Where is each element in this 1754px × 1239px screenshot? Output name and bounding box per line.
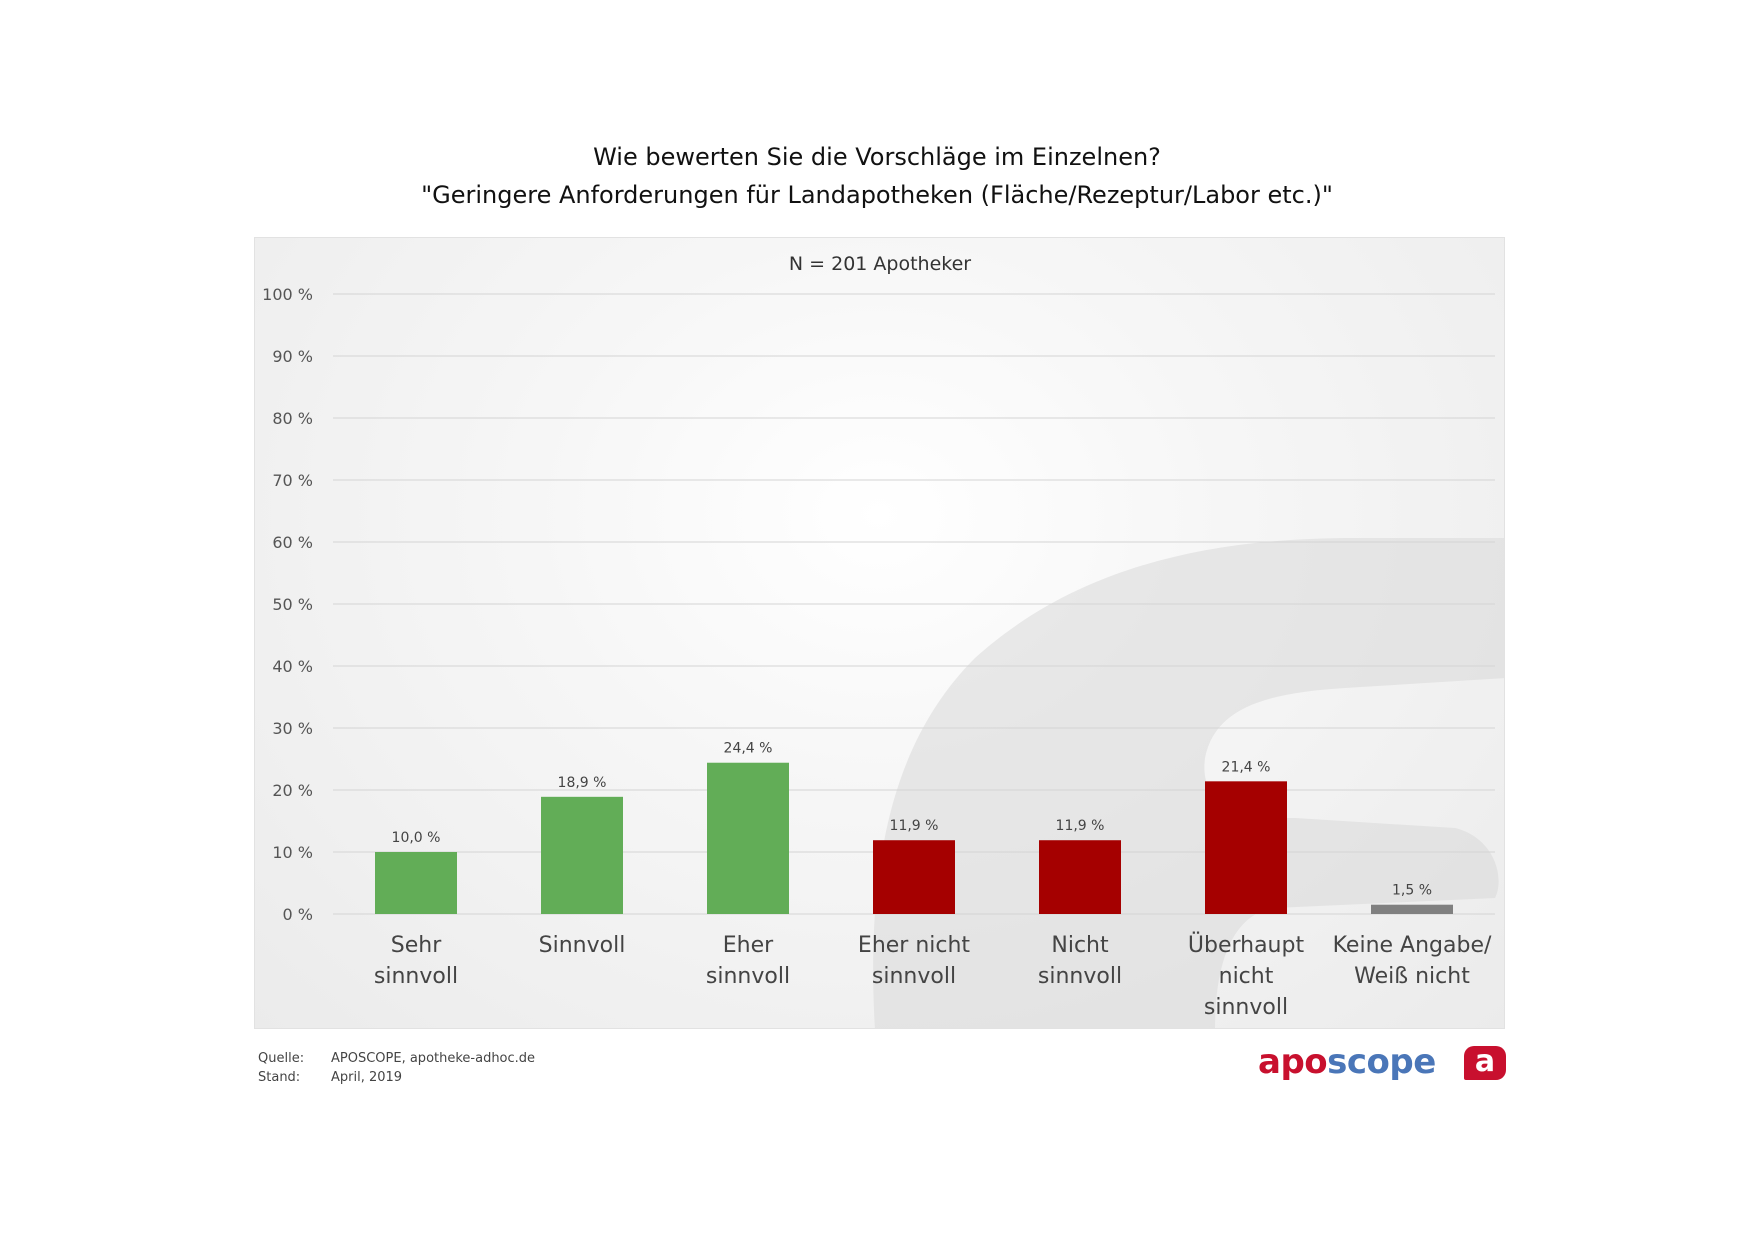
apotheke-adhoc-logo-icon: a <box>1464 1046 1506 1080</box>
bar-value-label: 21,4 % <box>1222 759 1271 775</box>
x-category-label: sinnvoll <box>374 964 458 989</box>
bar <box>873 840 955 914</box>
x-category-label: Sehr <box>391 933 442 958</box>
y-tick-label: 40 % <box>272 657 313 676</box>
x-category-label: Eher nicht <box>858 933 971 958</box>
y-tick-label: 70 % <box>272 471 313 490</box>
source-value: APOSCOPE, apotheke-adhoc.de <box>331 1051 536 1066</box>
bar <box>1205 781 1287 914</box>
date-value: April, 2019 <box>331 1070 403 1085</box>
bar <box>375 852 457 914</box>
bar-value-label: 11,9 % <box>1056 818 1105 834</box>
chart-title-line1: Wie bewerten Sie die Vorschläge im Einze… <box>593 143 1161 171</box>
logo-part-scope: scope <box>1327 1042 1436 1082</box>
x-category-label: sinnvoll <box>1204 995 1288 1020</box>
x-category-label: sinnvoll <box>706 964 790 989</box>
bar <box>1371 904 1453 914</box>
y-tick-label: 20 % <box>272 781 313 800</box>
x-category-label: nicht <box>1219 964 1274 989</box>
bar <box>1039 840 1121 914</box>
chart-subtitle: N = 201 Apotheker <box>789 253 971 275</box>
y-tick-label: 80 % <box>272 409 313 428</box>
bar <box>541 796 623 914</box>
x-category-label: sinnvoll <box>1038 964 1122 989</box>
y-tick-label: 0 % <box>283 905 313 924</box>
bar-value-label: 10,0 % <box>392 830 441 846</box>
chart-title-line2: "Geringere Anforderungen für Landapothek… <box>421 181 1333 209</box>
x-category-label: sinnvoll <box>872 964 956 989</box>
watermark-shape <box>873 538 1504 1028</box>
x-category-label: Sinnvoll <box>539 933 626 958</box>
aposcope-logo: aposcope <box>1258 1040 1436 1084</box>
bar <box>707 762 789 914</box>
bar-value-label: 1,5 % <box>1392 883 1432 899</box>
y-tick-label: 90 % <box>272 347 313 366</box>
x-category-label: Überhaupt <box>1188 932 1305 958</box>
chart-panel: N = 201 Apotheker 0 % 10 % 20 % 30 % 40 % 50 %… <box>254 237 1505 1029</box>
x-category-label: Nicht <box>1051 933 1109 958</box>
y-tick-label: 60 % <box>272 533 313 552</box>
date-label: Stand: <box>258 1070 301 1085</box>
bar-value-label: 11,9 % <box>890 818 939 834</box>
logo-part-apo: apo <box>1258 1042 1328 1082</box>
bar-chart: N = 201 Apotheker 0 % 10 % 20 % 30 % 40 % 50 %… <box>262 253 1504 1028</box>
y-tick-label: 30 % <box>272 719 313 738</box>
x-category-label: Keine Angabe/ <box>1333 933 1492 958</box>
x-category-label: Eher <box>723 933 774 958</box>
y-tick-label: 50 % <box>272 595 313 614</box>
source-label: Quelle: <box>258 1051 305 1066</box>
bar-value-label: 24,4 % <box>724 741 773 757</box>
x-category-label: Weiß nicht <box>1354 964 1470 989</box>
bar-value-label: 18,9 % <box>558 775 607 791</box>
y-tick-label: 100 % <box>262 285 313 304</box>
y-tick-label: 10 % <box>272 843 313 862</box>
